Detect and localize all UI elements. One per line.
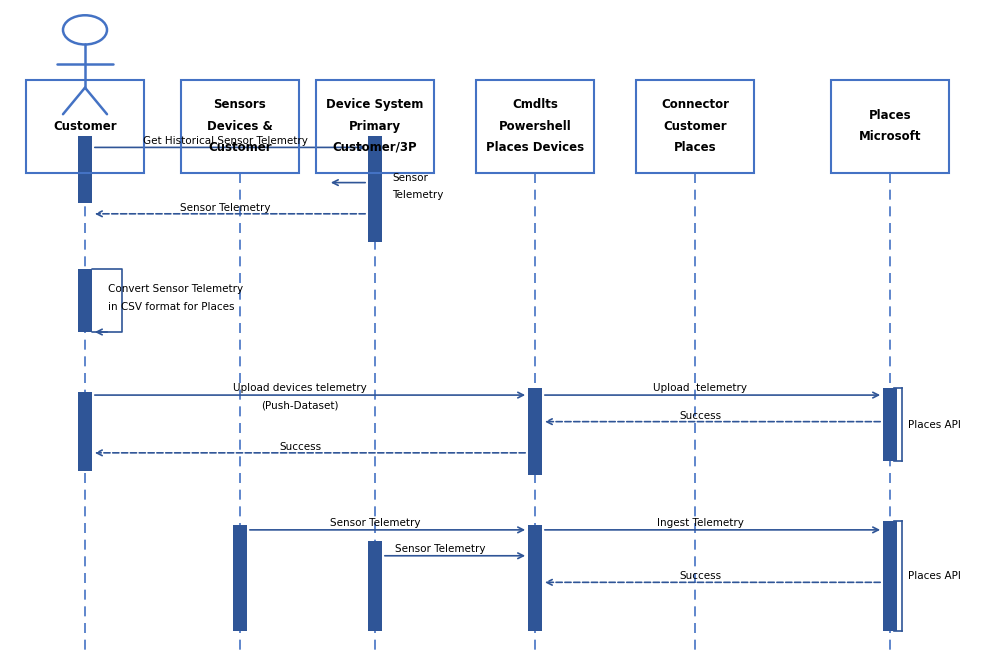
Bar xyxy=(368,136,382,242)
Text: Get Historical Sensor Telemetry: Get Historical Sensor Telemetry xyxy=(143,135,307,146)
Text: Sensor Telemetry: Sensor Telemetry xyxy=(395,544,485,554)
Bar xyxy=(316,80,434,173)
Text: Places: Places xyxy=(674,141,716,154)
Bar xyxy=(883,388,897,461)
Text: Sensor Telemetry: Sensor Telemetry xyxy=(330,518,420,529)
Text: Success: Success xyxy=(679,571,721,582)
Text: Places Devices: Places Devices xyxy=(486,141,584,154)
Text: Primary: Primary xyxy=(349,120,401,133)
Bar xyxy=(181,80,299,173)
Bar xyxy=(368,541,382,631)
Bar xyxy=(831,80,949,173)
Bar xyxy=(636,80,754,173)
Text: Microsoft: Microsoft xyxy=(859,130,921,143)
Text: Cmdlts: Cmdlts xyxy=(512,98,558,112)
Text: Customer: Customer xyxy=(53,120,117,133)
Text: Device System: Device System xyxy=(326,98,424,112)
Bar xyxy=(883,521,897,631)
Text: Customer/3P: Customer/3P xyxy=(333,141,417,154)
Text: Success: Success xyxy=(279,442,321,452)
Text: Telemetry: Telemetry xyxy=(392,189,443,200)
Text: Customer: Customer xyxy=(208,141,272,154)
Text: Places API: Places API xyxy=(908,420,961,430)
Text: Sensors: Sensors xyxy=(214,98,266,112)
Text: in CSV format for Places: in CSV format for Places xyxy=(108,302,234,313)
Text: Ingest Telemetry: Ingest Telemetry xyxy=(657,518,743,529)
Text: Connector: Connector xyxy=(661,98,729,112)
Text: Convert Sensor Telemetry: Convert Sensor Telemetry xyxy=(108,284,243,294)
Text: Upload devices telemetry: Upload devices telemetry xyxy=(233,383,367,394)
Bar xyxy=(78,392,92,471)
Text: Devices &: Devices & xyxy=(207,120,273,133)
Bar xyxy=(528,525,542,631)
Text: Sensor Telemetry: Sensor Telemetry xyxy=(180,203,270,213)
Bar xyxy=(476,80,594,173)
Bar xyxy=(233,525,247,631)
Text: Places: Places xyxy=(869,109,911,122)
Bar xyxy=(26,80,144,173)
Text: Success: Success xyxy=(679,410,721,421)
Text: Customer: Customer xyxy=(663,120,727,133)
Bar xyxy=(78,136,92,203)
Text: (Push-Dataset): (Push-Dataset) xyxy=(261,400,339,410)
Text: Places API: Places API xyxy=(908,570,961,581)
Text: Powershell: Powershell xyxy=(499,120,571,133)
Bar xyxy=(78,269,92,332)
Text: Upload  telemetry: Upload telemetry xyxy=(653,383,747,394)
Text: Sensor: Sensor xyxy=(392,173,428,183)
Bar xyxy=(528,388,542,475)
